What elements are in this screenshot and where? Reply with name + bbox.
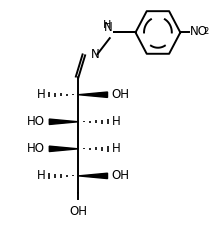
Polygon shape [49, 146, 78, 152]
Polygon shape [78, 173, 108, 179]
Text: NO: NO [190, 25, 208, 38]
Text: HO: HO [27, 115, 45, 128]
Text: OH: OH [69, 205, 87, 218]
Polygon shape [49, 119, 78, 124]
Text: OH: OH [112, 169, 129, 182]
Text: OH: OH [112, 88, 129, 101]
Text: N: N [91, 48, 99, 61]
Text: HO: HO [27, 142, 45, 155]
Text: H: H [103, 20, 112, 30]
Text: H: H [112, 115, 120, 128]
Text: H: H [112, 142, 120, 155]
Text: H: H [37, 88, 45, 101]
Text: N: N [104, 21, 113, 34]
Text: 2: 2 [204, 27, 209, 36]
Text: H: H [37, 169, 45, 182]
Polygon shape [78, 92, 108, 97]
